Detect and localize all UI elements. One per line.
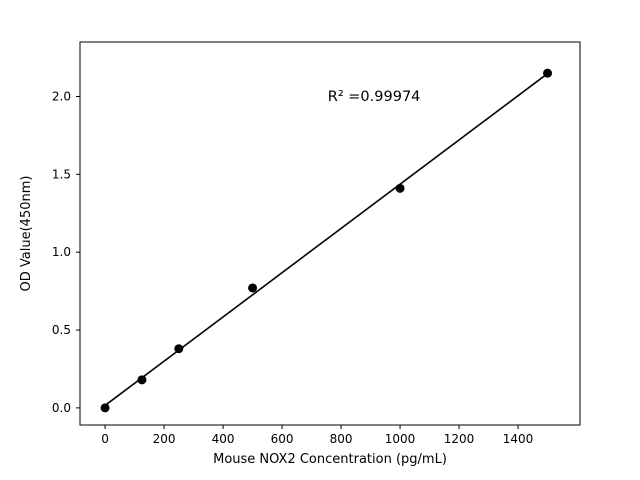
x-tick-label: 600 — [271, 432, 294, 446]
r-squared-annotation: R² =0.99974 — [328, 89, 421, 105]
x-tick-label: 800 — [330, 432, 353, 446]
x-tick-label: 1000 — [385, 432, 416, 446]
data-point — [395, 183, 405, 193]
x-tick-label: 1200 — [444, 432, 475, 446]
y-tick-label: 1.0 — [52, 245, 71, 259]
y-tick-label: 0.0 — [52, 401, 71, 415]
y-axis-label: OD Value(450nm) — [19, 176, 34, 292]
x-tick-label: 200 — [153, 432, 176, 446]
axes-spines — [79, 41, 581, 426]
y-tick-label: 0.5 — [52, 323, 71, 337]
x-tick-label: 0 — [101, 432, 109, 446]
x-tick-label: 1400 — [503, 432, 534, 446]
x-tick-label: 400 — [212, 432, 235, 446]
y-tick-label: 2.0 — [52, 89, 71, 103]
x-axis-label: Mouse NOX2 Concentration (pg/mL) — [213, 452, 447, 467]
data-point — [137, 375, 147, 385]
data-point — [248, 283, 258, 293]
data-point — [100, 403, 110, 413]
data-point — [543, 68, 553, 78]
data-point — [174, 344, 184, 354]
y-tick-label: 1.5 — [52, 167, 71, 181]
